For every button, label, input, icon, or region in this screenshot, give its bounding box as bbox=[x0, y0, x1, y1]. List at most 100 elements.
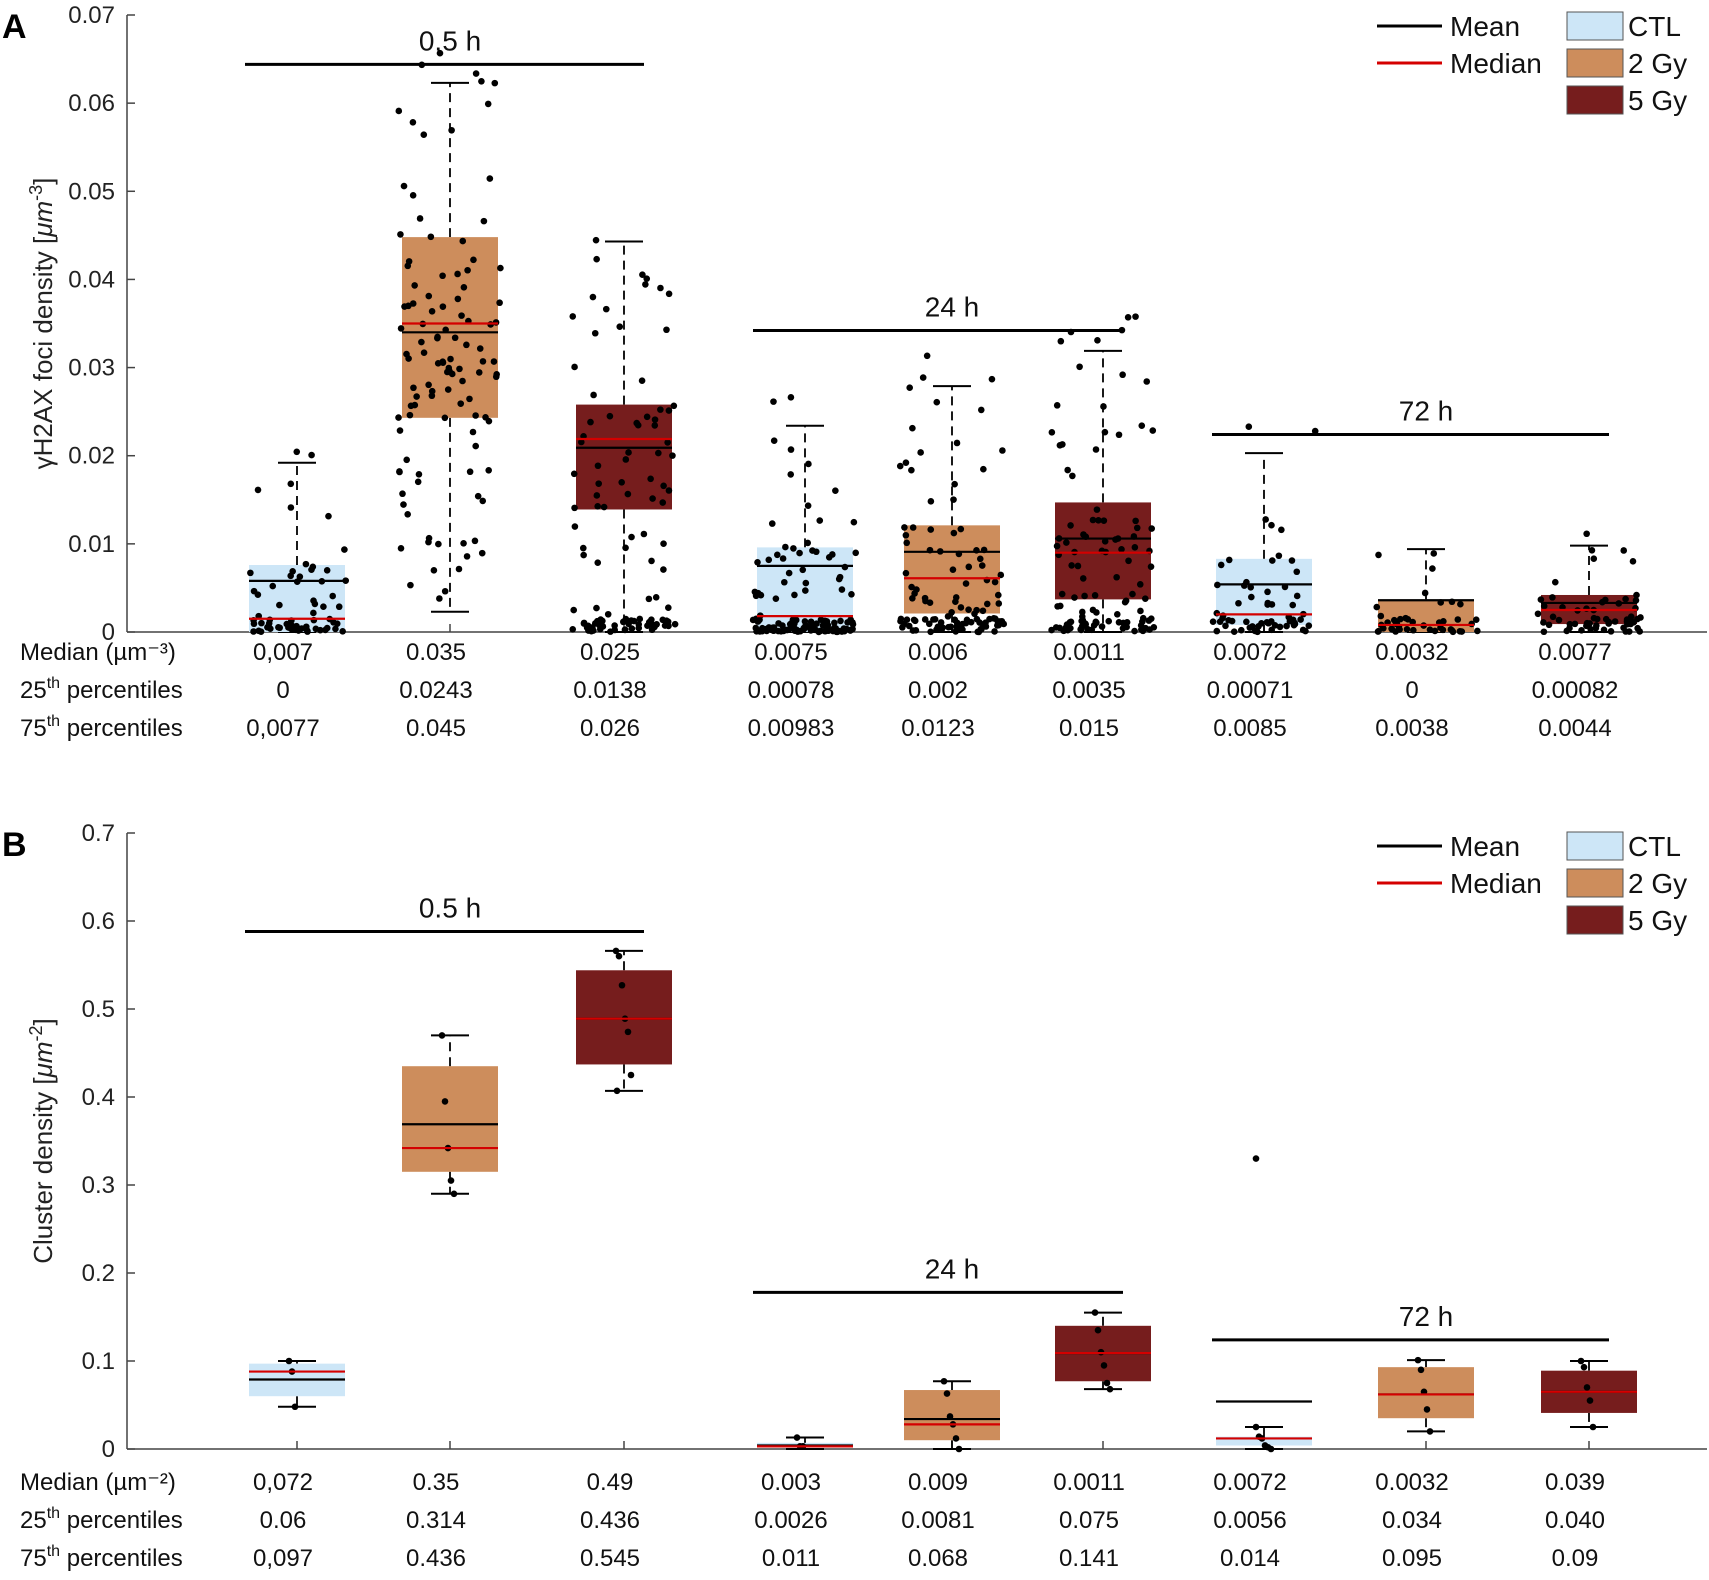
data-point bbox=[770, 437, 778, 445]
data-point bbox=[1283, 622, 1290, 630]
stats-cell: 0.045 bbox=[406, 715, 466, 742]
data-point bbox=[485, 466, 492, 474]
data-point bbox=[648, 557, 655, 565]
data-point bbox=[838, 586, 846, 593]
data-point bbox=[587, 418, 594, 426]
data-point bbox=[1074, 562, 1082, 570]
data-point bbox=[1397, 615, 1404, 623]
stats-cell: 0.011 bbox=[762, 1545, 820, 1572]
legend-group-label: CTL bbox=[1628, 11, 1681, 42]
data-point bbox=[634, 421, 642, 429]
data-point bbox=[1124, 313, 1132, 321]
data-point bbox=[475, 369, 483, 376]
data-point bbox=[411, 282, 418, 289]
time-group-label: 72 h bbox=[1399, 1301, 1454, 1332]
box-2 bbox=[402, 1032, 498, 1198]
data-point bbox=[1053, 542, 1061, 550]
data-point bbox=[917, 449, 924, 456]
data-point bbox=[983, 600, 991, 608]
data-point bbox=[341, 546, 348, 553]
data-point bbox=[1403, 625, 1411, 633]
legend-mean-label: Mean bbox=[1450, 11, 1520, 42]
data-point bbox=[831, 619, 838, 627]
data-point bbox=[809, 625, 816, 632]
data-point bbox=[413, 393, 420, 400]
data-point bbox=[1132, 517, 1139, 525]
data-point bbox=[441, 1098, 449, 1105]
data-point bbox=[765, 556, 773, 564]
y-tick-label: 0.06 bbox=[68, 90, 115, 117]
data-point bbox=[584, 624, 592, 632]
data-point bbox=[254, 486, 262, 494]
time-group-label: 0.5 h bbox=[419, 25, 481, 56]
data-point bbox=[770, 627, 777, 635]
data-point bbox=[1228, 617, 1236, 625]
data-point bbox=[1101, 428, 1109, 436]
data-point bbox=[1629, 558, 1637, 565]
data-point bbox=[589, 293, 597, 301]
data-point bbox=[1089, 516, 1097, 524]
data-point bbox=[642, 281, 649, 288]
stats-cell: 0.014 bbox=[1220, 1545, 1280, 1572]
data-point bbox=[664, 439, 671, 446]
data-point bbox=[1590, 555, 1598, 563]
data-point bbox=[1091, 1309, 1099, 1316]
legend-group-label: 2 Gy bbox=[1628, 48, 1687, 79]
data-point bbox=[772, 595, 780, 602]
stats-row-label-num: 25 bbox=[20, 677, 47, 704]
data-point bbox=[450, 1190, 458, 1198]
data-point bbox=[287, 504, 295, 511]
data-point bbox=[919, 374, 927, 381]
data-point bbox=[1268, 521, 1275, 529]
data-point bbox=[804, 539, 812, 547]
data-point bbox=[320, 603, 327, 610]
data-point bbox=[1472, 616, 1480, 623]
data-point bbox=[616, 323, 624, 330]
data-point bbox=[1063, 539, 1070, 546]
data-point bbox=[425, 538, 432, 546]
stats-row-label: 75th percentiles bbox=[20, 713, 183, 742]
box-3 bbox=[576, 947, 672, 1095]
data-point bbox=[1064, 466, 1071, 474]
data-point bbox=[428, 307, 436, 315]
data-point bbox=[796, 549, 803, 557]
data-point bbox=[1077, 626, 1085, 634]
data-point bbox=[762, 626, 770, 634]
data-point bbox=[291, 1403, 299, 1411]
stats-cell: 0.0138 bbox=[573, 677, 646, 704]
data-point bbox=[1589, 1423, 1597, 1431]
data-point bbox=[1132, 313, 1139, 320]
stats-cell: 0.039 bbox=[1545, 1469, 1605, 1496]
data-point bbox=[665, 290, 673, 298]
data-point bbox=[649, 495, 656, 502]
data-point bbox=[396, 427, 404, 434]
data-point bbox=[590, 391, 597, 399]
panel-B: B 0 0.1 0.2 0.3 0.4 0.5 0.6 0.7 Cluster density [… bbox=[2, 820, 1707, 1572]
data-point bbox=[595, 480, 602, 487]
stats-cell: 0.00078 bbox=[748, 677, 835, 704]
stats-row-label-num: 25 bbox=[20, 1507, 47, 1534]
data-point bbox=[1268, 618, 1275, 625]
data-point bbox=[591, 329, 599, 337]
data-point bbox=[1622, 628, 1630, 635]
data-point bbox=[435, 540, 442, 548]
data-point bbox=[621, 626, 629, 634]
data-point bbox=[1289, 601, 1297, 609]
data-point bbox=[438, 1032, 446, 1039]
stats-cell: 0.545 bbox=[580, 1545, 640, 1572]
data-point bbox=[896, 462, 904, 470]
legend-median-label: Median bbox=[1450, 868, 1542, 899]
data-point bbox=[1145, 617, 1153, 624]
data-point bbox=[1048, 429, 1056, 436]
stats-cell: 0.003 bbox=[761, 1469, 821, 1496]
data-point bbox=[624, 1028, 632, 1036]
data-point bbox=[1105, 617, 1113, 625]
data-point bbox=[751, 588, 759, 596]
data-point bbox=[460, 539, 467, 547]
data-point bbox=[436, 595, 443, 602]
data-point bbox=[1080, 531, 1087, 538]
box-7 bbox=[1209, 423, 1319, 636]
data-point bbox=[455, 565, 463, 573]
y-axis-label-close: ] bbox=[28, 178, 58, 185]
stats-cell: 0,007 bbox=[253, 639, 313, 666]
